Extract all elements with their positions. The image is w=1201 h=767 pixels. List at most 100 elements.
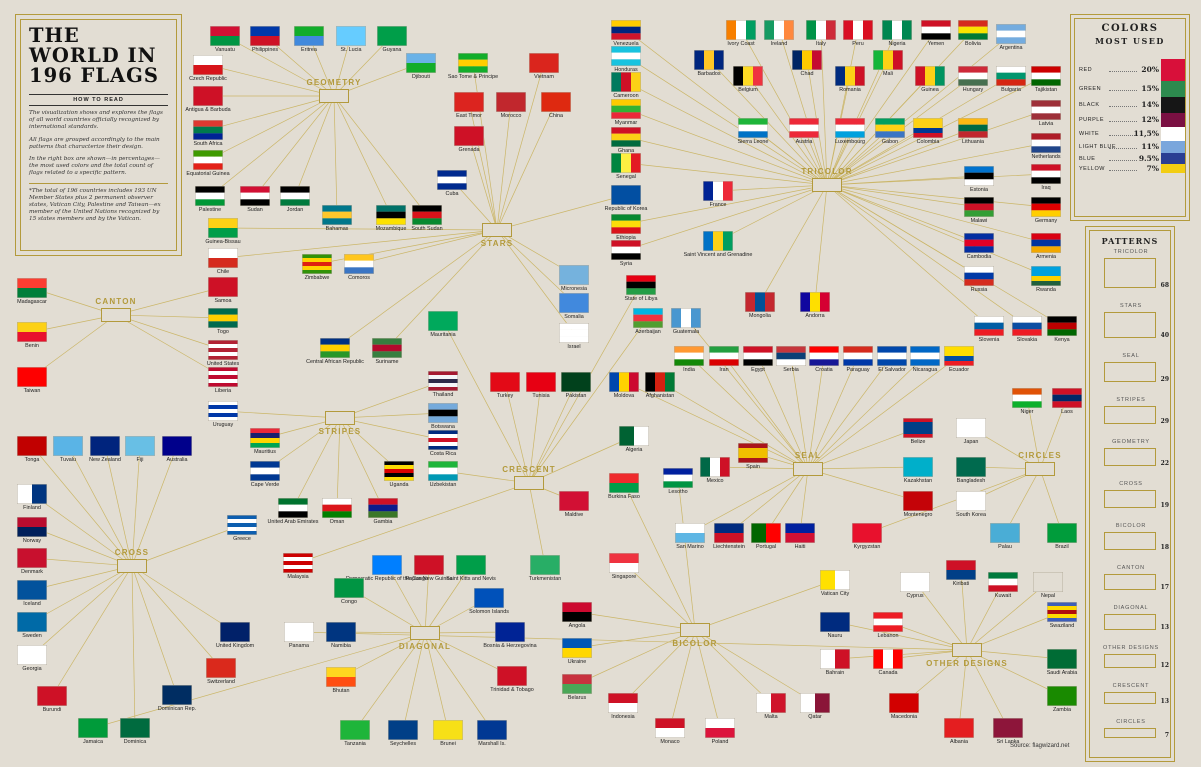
flag-label: Armenia <box>1035 254 1057 260</box>
patterns-box: PATTERNS TRICOLOR 68 STARS 40 SEAL 29 STRIPES 2… <box>1085 226 1175 762</box>
flag-malta <box>756 693 786 713</box>
pattern-geometry: GEOMETRY 22 <box>1090 439 1172 467</box>
flag-label: Moldova <box>613 393 635 399</box>
flag-morocco <box>496 92 526 112</box>
flag-macedonia <box>889 693 919 713</box>
flag-france <box>703 181 733 201</box>
flag-label: Maldive <box>564 512 584 518</box>
flag-label: Iceland <box>23 601 41 607</box>
flag-label: Jamaica <box>82 739 104 745</box>
hub-label: DIAGONAL <box>398 642 452 651</box>
flag-label: India <box>683 367 695 373</box>
flag-label: St. Lucia <box>340 47 362 53</box>
hub-other: OTHER DESIGNS <box>926 643 1007 668</box>
flag-mauritius <box>250 428 280 448</box>
pattern-bicolor: BICOLOR 18 <box>1090 523 1172 551</box>
flag-georgia <box>17 645 47 665</box>
flag-label: Gabon <box>881 139 899 145</box>
pattern-diagonal-icon <box>1104 614 1156 630</box>
flag-label: Oman <box>329 519 345 525</box>
flag-label: Nepal <box>1040 593 1056 599</box>
flag-germany <box>1031 197 1061 217</box>
hub-stripes-icon <box>325 411 355 425</box>
flag-label: Hungary <box>962 87 984 93</box>
flag-label: Namibia <box>331 643 351 649</box>
flag-djibouti <box>406 53 436 73</box>
flag-label: Lesotho <box>668 489 688 495</box>
color-row-purple: PURPLE 12% <box>1079 114 1159 126</box>
flag-label: Republic of Korea <box>604 206 648 212</box>
hub-label: BICOLOR <box>672 639 718 648</box>
flag-label: South Sudan <box>411 226 443 232</box>
flag-south-sudan <box>412 205 442 225</box>
hub-geometry: GEOMETRY <box>306 78 360 103</box>
flag-label: Kazakhstan <box>903 478 933 484</box>
flag-label: Haiti <box>794 544 806 550</box>
flag-label: Guyana <box>382 47 402 53</box>
color-row-light-blue: LIGHT BLUE 11% <box>1079 141 1159 153</box>
flag-label: Bolivia <box>965 41 981 47</box>
flag-gambia <box>368 498 398 518</box>
flag-monaco <box>655 718 685 738</box>
flag-switzerland <box>206 658 236 678</box>
flag-montenegro <box>903 491 933 511</box>
flag-trinidad-tobago <box>497 666 527 686</box>
flag-ireland <box>764 20 794 40</box>
color-name: BLUE <box>1079 155 1096 162</box>
flag-burkina-faso <box>609 473 639 493</box>
color-name: PURPLE <box>1079 117 1105 123</box>
flag-label: Laos <box>1061 409 1073 415</box>
flag-cyprus <box>900 572 930 592</box>
pattern-cross: CROSS 19 <box>1090 481 1172 509</box>
color-row-green: GREEN 15% <box>1079 83 1159 95</box>
color-name: RED <box>1079 67 1093 73</box>
pattern-count: 40 <box>1160 332 1169 339</box>
flag-sri-lanka <box>993 718 1023 738</box>
color-row-yellow: YELLOW 7% <box>1079 163 1159 175</box>
color-percent: 20% <box>1141 65 1159 74</box>
flag-label: Russia <box>970 287 988 293</box>
flag-label: Sri Lanka <box>996 739 1020 745</box>
flag-label: Romania <box>839 87 861 93</box>
hub-canton: CANTON <box>95 297 135 322</box>
flag-mozambique <box>376 205 406 225</box>
flag-label: Cambodia <box>966 254 992 260</box>
flag-dominican-rep <box>162 685 192 705</box>
hub-label: CIRCLES <box>1018 451 1062 460</box>
flag-label: South Africa <box>193 141 223 147</box>
flag-namibia <box>326 622 356 642</box>
flag-label: Uganda <box>389 482 409 488</box>
flag-palestine <box>195 186 225 206</box>
flag-ukraine <box>562 638 592 658</box>
flag-label: Brunei <box>440 741 456 747</box>
flag-china <box>541 92 571 112</box>
flag-label: Poland <box>711 739 729 745</box>
flag-iceland <box>17 580 47 600</box>
flag-label: Togo <box>217 329 229 335</box>
flag-japan <box>956 418 986 438</box>
flag-label: Zambia <box>1053 707 1071 713</box>
flag-label: Albania <box>950 739 968 745</box>
flag-label: Tonga <box>24 457 40 463</box>
flag-laos <box>1052 388 1082 408</box>
flag-israel <box>559 323 589 343</box>
flag-label: Bulgaria <box>1001 87 1021 93</box>
flag-label: State of Libya <box>624 296 658 302</box>
flag-south-africa <box>193 120 223 140</box>
flag-label: Antigua & Barbuda <box>185 107 231 113</box>
flag-label: United States <box>206 361 240 367</box>
flag-bolivia <box>958 20 988 40</box>
color-row-blue: BLUE 9.5% <box>1079 153 1159 165</box>
pattern-circles-icon <box>1104 728 1156 738</box>
flag-solomon-islands <box>474 588 504 608</box>
flag-label: Gambia <box>373 519 393 525</box>
flag-algeria <box>619 426 649 446</box>
flag-papua-new-guinea <box>414 555 444 575</box>
flag-seychelles <box>388 720 418 740</box>
flag-nepal <box>1033 572 1063 592</box>
flag-oman <box>322 498 352 518</box>
flag-italy <box>806 20 836 40</box>
hub-label: CROSS <box>114 548 150 557</box>
flag-label: Sao Tome & Principe <box>447 74 499 80</box>
hub-bicolor-icon <box>680 623 710 637</box>
